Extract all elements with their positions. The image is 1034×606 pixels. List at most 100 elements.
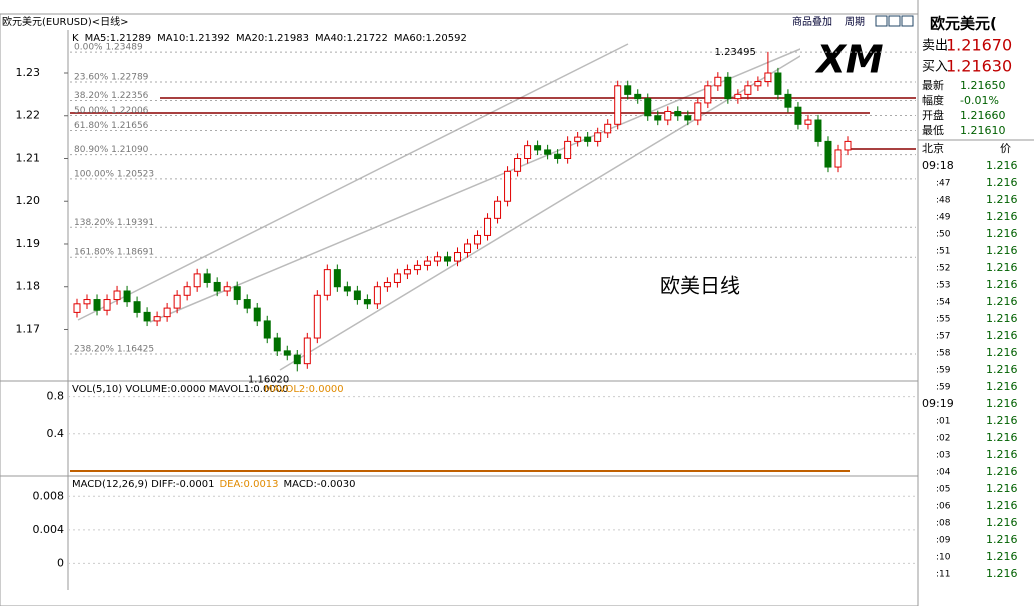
candle-body (494, 200, 502, 219)
candle-body (574, 136, 582, 142)
candle-body (353, 290, 361, 301)
candle-body (524, 145, 532, 159)
tick-time: :10 (936, 553, 951, 563)
candle-body (273, 337, 281, 352)
tick-price: 1.216 (986, 295, 1018, 308)
candle-body (323, 269, 331, 296)
candle-body (584, 136, 592, 142)
candle-body (243, 299, 251, 309)
candle-body (744, 85, 752, 95)
tick-price: 1.216 (986, 499, 1018, 512)
candle-body (694, 102, 702, 121)
candle-body (724, 76, 732, 100)
candle-body (113, 290, 121, 301)
xm-logo: XM (800, 38, 900, 82)
panel-title: MACD:-0.0030 (284, 479, 356, 490)
candle-body (373, 286, 381, 305)
quote-value: 1.21610 (960, 124, 1006, 137)
candle-body (674, 110, 682, 117)
y-tick-label: 1.21 (16, 151, 41, 164)
menu-item[interactable]: 商品叠加 (792, 15, 832, 28)
tick-time: :51 (936, 247, 950, 257)
candle-body (283, 350, 291, 356)
tick-time: :58 (936, 349, 951, 359)
candle-body (363, 299, 371, 305)
tick-price: 1.216 (986, 261, 1018, 274)
quote-title: 欧元美元( (930, 15, 997, 33)
tick-price: 1.216 (986, 312, 1018, 325)
y-tick-label: 1.20 (16, 194, 41, 207)
quote-value: 1.21650 (960, 79, 1006, 92)
candle-body (594, 132, 602, 142)
candle-body (333, 269, 341, 288)
candle-body (163, 307, 171, 318)
quote-label: 最低 (922, 124, 944, 137)
menu-item[interactable]: 周期 (845, 16, 865, 28)
y-tick-label: 0.008 (33, 489, 65, 502)
tick-price: 1.216 (986, 363, 1018, 376)
fib-label: 161.80% 1.18691 (74, 248, 154, 258)
tick-time: :11 (936, 570, 950, 580)
tick-time: :52 (936, 264, 950, 274)
tick-time: 09:18 (922, 159, 954, 172)
tick-time: :08 (936, 519, 951, 529)
candle-body (834, 149, 842, 168)
tick-price: 1.216 (986, 380, 1018, 393)
tick-price: 1.216 (986, 278, 1018, 291)
candle-body (223, 286, 231, 292)
candle-body (403, 269, 411, 275)
tick-time: :50 (936, 230, 951, 240)
candle-body (413, 264, 421, 271)
tick-time: :55 (936, 315, 950, 325)
tick-price: 1.216 (986, 193, 1018, 206)
candle-body (814, 119, 822, 142)
chart-caption: 欧美日线 (660, 274, 740, 298)
legend-entry: MA10:1.21392 (157, 33, 230, 44)
candle-body (484, 217, 492, 236)
candle-body (844, 140, 852, 151)
tick-time: :54 (936, 298, 951, 308)
tick-price: 1.216 (986, 227, 1018, 240)
candle-body (784, 93, 792, 108)
candle-body (383, 281, 391, 288)
candle-body (193, 273, 201, 288)
svg-text:XM: XM (814, 38, 883, 82)
tick-time: :59 (936, 383, 951, 393)
y-tick-label: 0.8 (47, 390, 65, 403)
y-tick-label: 1.22 (16, 109, 41, 122)
fib-label: 100.00% 1.20523 (74, 169, 154, 179)
candle-body (433, 256, 441, 262)
quote-value: -0.01% (960, 94, 999, 107)
candle-body (253, 307, 261, 322)
tick-price: 1.216 (986, 550, 1018, 563)
y-tick-label: 1.23 (16, 66, 41, 79)
tick-price: 1.216 (986, 533, 1018, 546)
candle-body (464, 243, 472, 254)
fib-label: 138.20% 1.19391 (74, 218, 154, 228)
candle-body (453, 252, 461, 262)
tick-price: 1.216 (986, 176, 1018, 189)
y-tick-label: 1.19 (16, 237, 41, 250)
tick-time: :02 (936, 434, 950, 444)
candle-body (794, 106, 802, 125)
candle-body (173, 294, 181, 309)
quote-label: 最新 (922, 78, 944, 92)
fib-label: 38.20% 1.22356 (74, 91, 149, 101)
candle-body (604, 123, 612, 134)
legend-entry: MA20:1.21983 (236, 33, 309, 44)
candle-body (664, 110, 672, 121)
legend-entry: MA60:1.20592 (394, 33, 467, 44)
candle-body (83, 299, 91, 305)
tick-price: 1.216 (986, 516, 1018, 529)
candle-body (213, 281, 221, 292)
candle-body (203, 273, 211, 283)
legend-entry: MA40:1.21722 (315, 33, 388, 44)
candle-body (654, 115, 662, 121)
candle-body (183, 286, 191, 296)
candle-body (153, 316, 161, 322)
candle-body (804, 119, 812, 125)
quote-value: 1.21670 (946, 36, 1012, 55)
tick-price: 1.216 (986, 465, 1018, 478)
tick-time: :59 (936, 366, 951, 376)
